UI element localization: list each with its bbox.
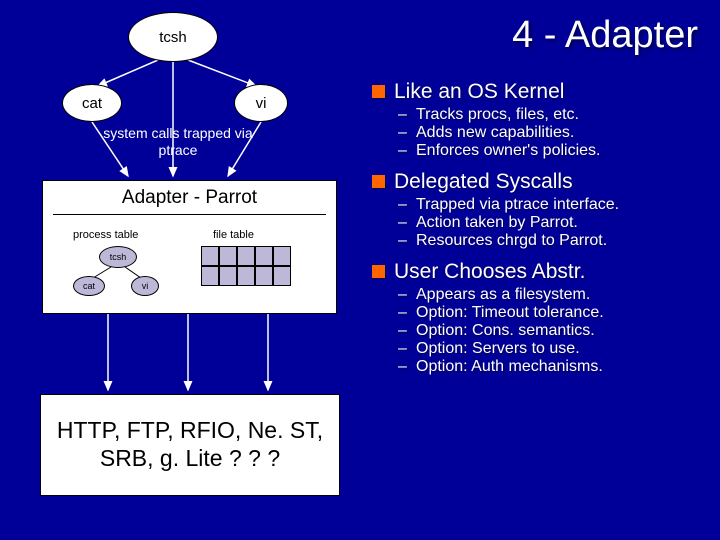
protocols-text: HTTP, FTP, RFIO, Ne. ST, SRB, g. Lite ? …	[47, 417, 333, 472]
bullet-l2: –Resources chrgd to Parrot.	[398, 232, 702, 250]
bullet-l2: –Option: Timeout tolerance.	[398, 304, 702, 322]
dash-icon: –	[398, 304, 410, 322]
mini-node-vi: vi	[131, 276, 159, 296]
node-cat-label: cat	[82, 95, 102, 112]
bullet-l2-text: Option: Auth mechanisms.	[416, 358, 603, 376]
dash-icon: –	[398, 232, 410, 250]
slide-title: 4 - Adapter	[512, 14, 698, 57]
file-table-grid	[201, 246, 291, 286]
dash-icon: –	[398, 214, 410, 232]
bullet-l1: Delegated Syscalls	[372, 170, 702, 194]
file-cell	[255, 266, 273, 286]
file-cell	[219, 266, 237, 286]
node-vi-label: vi	[256, 95, 267, 112]
bullet-l2: –Trapped via ptrace interface.	[398, 196, 702, 214]
bullet-l2: –Appears as a filesystem.	[398, 286, 702, 304]
dash-icon: –	[398, 340, 410, 358]
file-cell	[273, 266, 291, 286]
mini-cat-label: cat	[83, 281, 95, 291]
mini-vi-label: vi	[142, 281, 149, 291]
bullet-l2: –Adds new capabilities.	[398, 124, 702, 142]
bullet-l2: –Enforces owner's policies.	[398, 142, 702, 160]
bullet-l2: –Option: Cons. semantics.	[398, 322, 702, 340]
bullet-l2-text: Appears as a filesystem.	[416, 286, 590, 304]
file-cell	[255, 246, 273, 266]
mini-node-tcsh: tcsh	[99, 246, 137, 268]
bullet-l1: User Chooses Abstr.	[372, 260, 702, 284]
bullet-l2-text: Option: Cons. semantics.	[416, 322, 595, 340]
bullet-marker-icon	[372, 85, 385, 98]
bullet-l1-text: User Chooses Abstr.	[394, 260, 585, 284]
adapter-box: Adapter - Parrot process table file tabl…	[42, 180, 337, 314]
node-vi: vi	[234, 84, 288, 122]
protocols-box: HTTP, FTP, RFIO, Ne. ST, SRB, g. Lite ? …	[40, 394, 340, 496]
file-cell	[237, 266, 255, 286]
file-cell	[219, 246, 237, 266]
trap-label: system calls trapped via ptrace	[103, 125, 253, 159]
bullet-l2-group: –Trapped via ptrace interface. –Action t…	[398, 196, 702, 250]
bullet-l2-text: Enforces owner's policies.	[416, 142, 600, 160]
file-table-label: file table	[213, 229, 254, 241]
node-tcsh-label: tcsh	[159, 29, 187, 46]
bullet-l2-text: Resources chrgd to Parrot.	[416, 232, 607, 250]
bullet-l2-group: –Tracks procs, files, etc. –Adds new cap…	[398, 106, 702, 160]
file-cell	[201, 266, 219, 286]
bullet-l2-text: Option: Servers to use.	[416, 340, 580, 358]
adapter-title: Adapter - Parrot	[43, 181, 336, 209]
bullet-l2: –Action taken by Parrot.	[398, 214, 702, 232]
bullet-l2-text: Adds new capabilities.	[416, 124, 574, 142]
file-cell	[273, 246, 291, 266]
bullet-marker-icon	[372, 265, 385, 278]
bullet-l2-text: Action taken by Parrot.	[416, 214, 578, 232]
diagram-area: tcsh cat vi system calls trapped via ptr…	[18, 0, 358, 540]
dash-icon: –	[398, 322, 410, 340]
dash-icon: –	[398, 142, 410, 160]
file-cell	[237, 246, 255, 266]
bullet-l2-text: Trapped via ptrace interface.	[416, 196, 619, 214]
dash-icon: –	[398, 358, 410, 376]
bullet-l2: –Tracks procs, files, etc.	[398, 106, 702, 124]
bullet-list: Like an OS Kernel –Tracks procs, files, …	[372, 80, 702, 386]
bullet-l2-text: Option: Timeout tolerance.	[416, 304, 604, 322]
bullet-l1: Like an OS Kernel	[372, 80, 702, 104]
dash-icon: –	[398, 196, 410, 214]
bullet-l2: –Option: Servers to use.	[398, 340, 702, 358]
bullet-l2: –Option: Auth mechanisms.	[398, 358, 702, 376]
bullet-l2-group: –Appears as a filesystem. –Option: Timeo…	[398, 286, 702, 376]
mini-node-cat: cat	[73, 276, 105, 296]
node-tcsh: tcsh	[128, 12, 218, 62]
bullet-l1-text: Like an OS Kernel	[394, 80, 564, 104]
file-cell	[201, 246, 219, 266]
bullet-l2-text: Tracks procs, files, etc.	[416, 106, 579, 124]
bullet-l1-text: Delegated Syscalls	[394, 170, 573, 194]
process-table-label: process table	[73, 229, 138, 241]
mini-tcsh-label: tcsh	[110, 252, 127, 262]
dash-icon: –	[398, 106, 410, 124]
dash-icon: –	[398, 124, 410, 142]
dash-icon: –	[398, 286, 410, 304]
adapter-divider	[53, 214, 326, 215]
node-cat: cat	[62, 84, 122, 122]
bullet-marker-icon	[372, 175, 385, 188]
